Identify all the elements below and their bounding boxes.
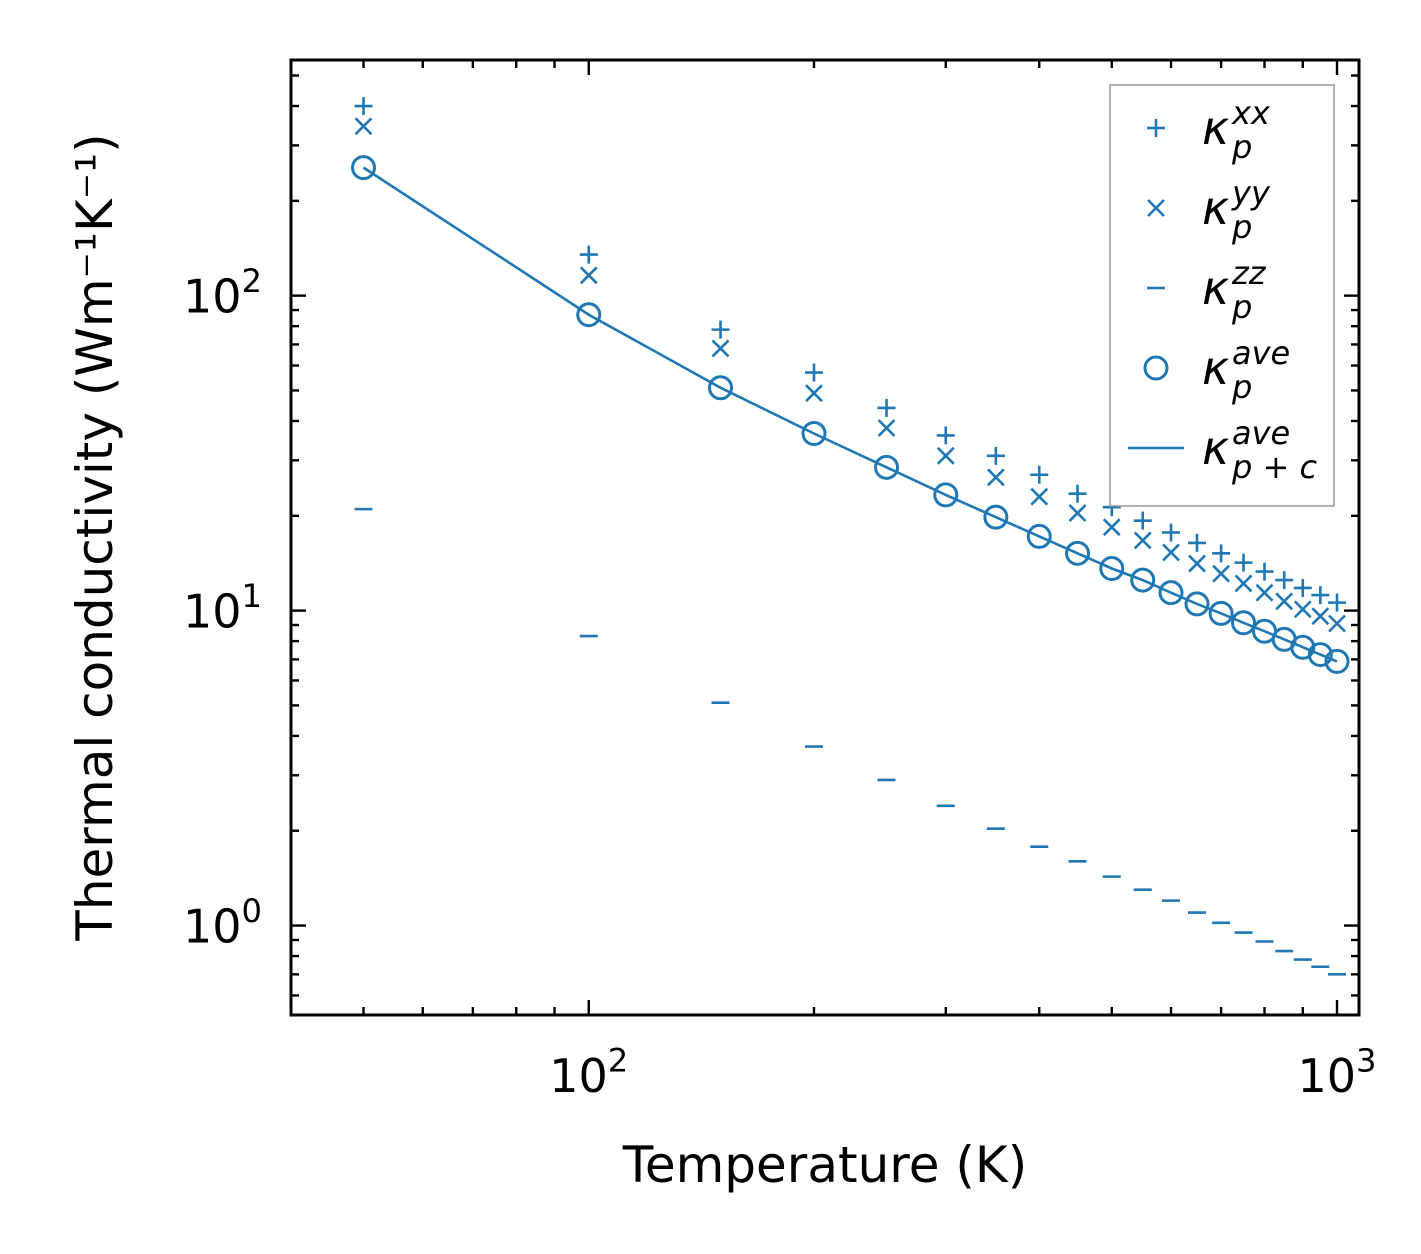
legend-label-superscript: ave bbox=[1232, 334, 1290, 372]
legend-label-symbol: κ bbox=[1202, 421, 1229, 475]
legend-label-subscript: p + c bbox=[1231, 448, 1317, 486]
data-point-yy bbox=[1293, 600, 1312, 619]
data-point-xx bbox=[936, 426, 955, 445]
legend-label-subscript: p bbox=[1231, 128, 1252, 166]
data-point-ave bbox=[1065, 540, 1091, 566]
data-point-ave bbox=[1208, 600, 1234, 626]
data-point-xx bbox=[579, 245, 598, 264]
data-point-yy bbox=[1328, 614, 1346, 633]
x-axis-label: Temperature (K) bbox=[622, 1136, 1027, 1194]
data-point-yy bbox=[877, 419, 896, 437]
axes-frame bbox=[289, 58, 1361, 1017]
data-point-yy bbox=[936, 446, 955, 465]
data-point-yy bbox=[1255, 583, 1274, 602]
data-point-ave bbox=[1324, 648, 1350, 674]
data-point-ave bbox=[1026, 523, 1052, 549]
legend-marker-ave bbox=[1143, 355, 1169, 381]
plot-area bbox=[351, 97, 1350, 976]
data-point-xx bbox=[986, 446, 1005, 465]
data-point-yy bbox=[1188, 554, 1206, 573]
data-point-ave bbox=[351, 155, 377, 181]
legend-label-symbol: κ bbox=[1202, 101, 1229, 155]
legend-label-superscript: yy bbox=[1231, 174, 1271, 212]
data-point-yy bbox=[1212, 564, 1231, 583]
data-point-yy bbox=[1102, 518, 1121, 537]
data-point-ave bbox=[1099, 556, 1125, 582]
data-point-ave bbox=[933, 482, 959, 508]
data-point-ave bbox=[1231, 610, 1257, 636]
data-point-ave bbox=[1184, 591, 1210, 617]
y-tick-label: 101 bbox=[183, 577, 262, 639]
data-point-xx bbox=[1030, 465, 1049, 484]
data-point-xx bbox=[1068, 484, 1087, 503]
data-point-yy bbox=[1162, 543, 1180, 562]
data-point-xx bbox=[1255, 562, 1274, 581]
data-point-yy bbox=[711, 339, 730, 358]
x-tick-label: 102 bbox=[549, 1041, 628, 1103]
data-point-ave bbox=[983, 504, 1009, 530]
data-point-ave bbox=[801, 421, 827, 447]
legend-label-superscript: xx bbox=[1231, 94, 1271, 132]
legend-label-subscript: p bbox=[1231, 288, 1252, 326]
data-point-xx bbox=[1328, 593, 1347, 612]
legend-marker-xx bbox=[1147, 119, 1165, 137]
data-point-yy bbox=[1311, 607, 1330, 626]
data-point-yy bbox=[1275, 592, 1294, 611]
y-tick-label: 100 bbox=[183, 892, 262, 954]
y-tick-label: 102 bbox=[183, 262, 262, 324]
legend-label-superscript: ave bbox=[1232, 414, 1290, 452]
data-point-xx bbox=[711, 320, 730, 339]
data-point-yy bbox=[986, 468, 1005, 487]
data-point-yy bbox=[1030, 487, 1049, 506]
data-point-ave bbox=[1130, 567, 1156, 593]
data-point-xx bbox=[877, 398, 896, 417]
legend-marker-yy bbox=[1147, 199, 1165, 217]
x-tick-label: 103 bbox=[1297, 1041, 1376, 1103]
y-axis-label: Thermal conductivity (Wm⁻¹K⁻¹) bbox=[66, 133, 124, 941]
data-point-xx bbox=[1133, 511, 1152, 530]
legend-label-subscript: p bbox=[1231, 208, 1252, 246]
legend-label-symbol: κ bbox=[1202, 181, 1229, 235]
data-point-ave bbox=[576, 302, 602, 328]
data-point-xx bbox=[1293, 578, 1312, 597]
legend-label-superscript: zz bbox=[1231, 254, 1267, 292]
data-point-yy bbox=[1133, 531, 1152, 550]
data-point-xx bbox=[1188, 533, 1207, 552]
legend-label-symbol: κ bbox=[1202, 341, 1229, 395]
data-point-ave bbox=[874, 454, 900, 480]
legend-label-subscript: p bbox=[1231, 368, 1252, 406]
data-point-xx bbox=[1275, 571, 1294, 590]
series-line-p-plus-c-ave bbox=[362, 166, 1338, 663]
data-point-xx bbox=[1234, 553, 1253, 572]
data-point-yy bbox=[805, 384, 823, 403]
data-point-xx bbox=[1162, 523, 1181, 542]
data-point-yy bbox=[354, 117, 373, 136]
data-point-yy bbox=[1234, 574, 1253, 593]
data-point-yy bbox=[1068, 504, 1087, 522]
data-point-xx bbox=[1212, 544, 1231, 563]
data-point-xx bbox=[354, 97, 373, 116]
data-point-yy bbox=[579, 266, 598, 285]
data-point-ave bbox=[1158, 580, 1184, 606]
legend-box bbox=[1109, 84, 1335, 507]
data-point-ave bbox=[1307, 642, 1333, 668]
data-point-ave bbox=[708, 375, 734, 401]
data-point-xx bbox=[1311, 586, 1330, 605]
legend-label-symbol: κ bbox=[1202, 261, 1229, 315]
data-point-xx bbox=[805, 363, 824, 382]
tick-labels: 102 103 100 101 102 bbox=[183, 262, 1377, 1103]
